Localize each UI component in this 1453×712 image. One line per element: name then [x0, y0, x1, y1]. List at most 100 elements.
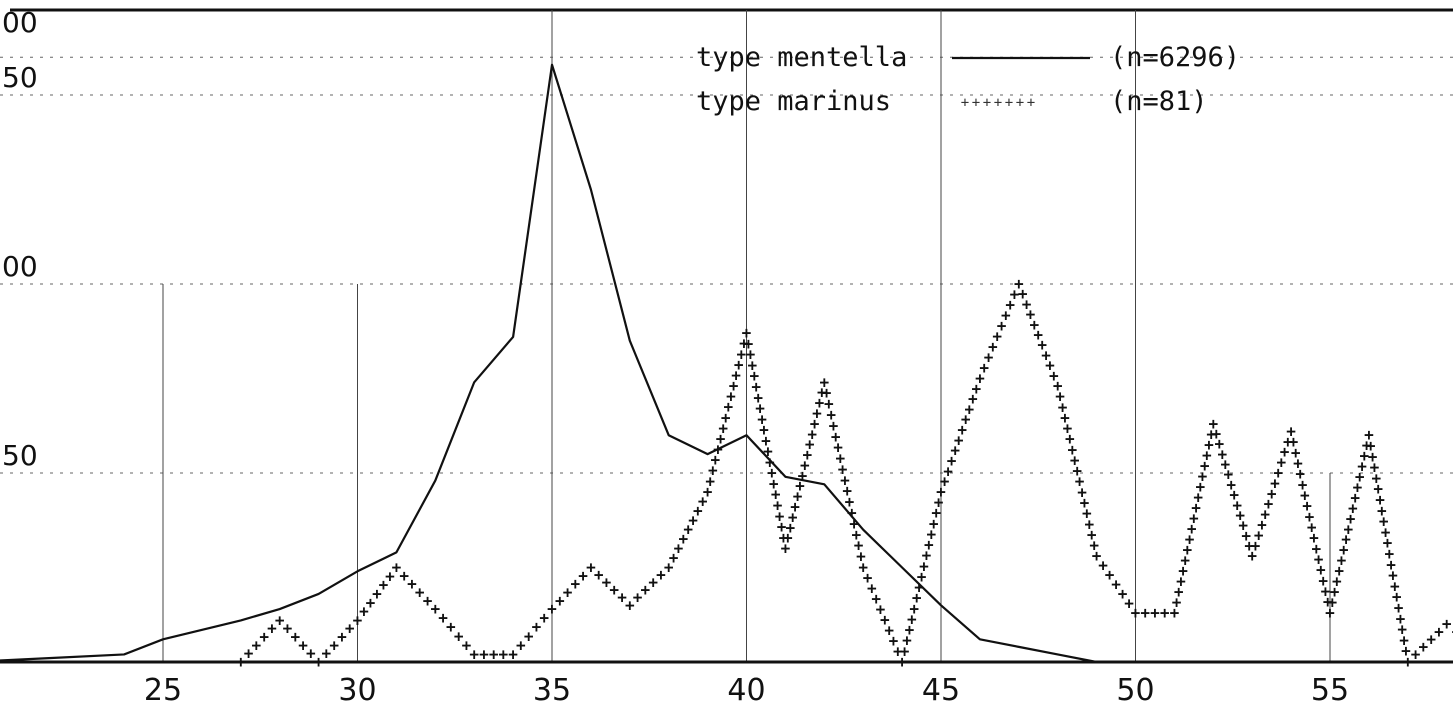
marinus-mark-29-5: +	[1373, 479, 1383, 498]
marinus-mark-13-17: +	[775, 506, 785, 525]
marinus-mark-0-1: +	[244, 644, 254, 663]
marinus-mark-14-5: +	[793, 487, 803, 506]
marinus-mark-21-7: +	[1070, 450, 1080, 469]
marinus-mark-29-6: +	[1375, 490, 1385, 509]
marinus-mark-7-2: +	[524, 626, 534, 645]
marinus-mark-4-3: +	[415, 582, 425, 601]
marinus-mark-4-1: +	[399, 566, 409, 585]
marinus-mark-28-13: +	[1355, 467, 1365, 486]
marinus-mark-12-14: +	[739, 334, 749, 353]
marinus-mark-2-4: +	[345, 619, 355, 638]
marinus-mark-28-2: +	[1330, 582, 1340, 601]
marinus-mark-17-5: +	[909, 599, 919, 618]
legend-sample-plus: + + + + + + +	[961, 95, 1035, 111]
marinus-mark-31-0: +	[1442, 614, 1452, 633]
marinus-mark-17-10: +	[922, 546, 932, 565]
x-tick-label-3: 35	[533, 673, 571, 708]
marinus-mark-24-0: +	[1170, 603, 1180, 622]
marinus-mark-20-5: +	[1033, 325, 1043, 344]
marinus-mark-15-4: +	[829, 416, 839, 435]
marinus-mark-14-14: +	[815, 393, 825, 412]
marinus-mark-12-2: +	[708, 461, 718, 480]
legend-plus-mark-3: +	[994, 95, 1002, 111]
marinus-mark-30-4: +	[1434, 622, 1444, 641]
marinus-mark-17-7: +	[914, 578, 924, 597]
marinus-mark-10-4: +	[656, 565, 666, 584]
marinus-mark-22-4: +	[1118, 584, 1128, 603]
marinus-mark-24-8: +	[1187, 519, 1197, 538]
marinus-mark-21-5: +	[1065, 429, 1075, 448]
marinus-mark-27-6: +	[1300, 485, 1310, 504]
marinus-mark-15-8: +	[838, 459, 848, 478]
marinus-mark-11-6: +	[693, 501, 703, 520]
marinus-mark-24-1: +	[1172, 592, 1182, 611]
y-tick-label-0: 50	[2, 439, 38, 472]
marinus-mark-1-3: +	[298, 635, 308, 654]
marinus-mark-20-4: +	[1030, 315, 1040, 334]
marinus-mark-18-7: +	[961, 410, 971, 429]
marinus-mark-15-13: +	[849, 514, 859, 533]
legend-label-0: type mentella	[696, 42, 907, 73]
marinus-mark-20-3: +	[1026, 305, 1036, 324]
marinus-mark-18-5: +	[954, 430, 964, 449]
marinus-mark-14-3: +	[788, 507, 798, 526]
legend-layer: type mentella (n=6296)type marinus + + + + + + +…	[696, 42, 1240, 117]
marinus-mark-15-16: +	[856, 547, 866, 566]
marinus-mark-27-4: +	[1295, 464, 1305, 483]
marinus-mark-14-15: +	[817, 383, 827, 402]
marinus-mark-16-8: +	[893, 642, 903, 661]
marinus-mark-3-3: +	[372, 584, 382, 603]
legend-plus-mark-4: +	[1005, 95, 1013, 111]
marinus-mark-14-2: +	[785, 518, 795, 537]
marinus-mark-22-0: +	[1092, 546, 1102, 565]
marinus-mark-12-5: +	[716, 429, 726, 448]
marinus-mark-7-4: +	[539, 608, 549, 627]
marinus-mark-14-6: +	[795, 476, 805, 495]
marinus-mark-22-3: +	[1111, 575, 1121, 594]
marinus-mark-8-1: +	[555, 591, 565, 610]
marinus-mark-6-2: +	[489, 644, 499, 663]
marinus-mark-20-1: +	[1018, 284, 1028, 303]
marinus-mark-28-12: +	[1353, 477, 1363, 496]
marinus-mark-16-0: +	[858, 558, 868, 577]
marinus-mark-19-6: +	[1001, 306, 1011, 325]
legend-count-0: (n=6296)	[1110, 42, 1240, 73]
marinus-mark-29-19: +	[1399, 630, 1409, 649]
marinus-mark-27-14: +	[1318, 571, 1328, 590]
marinus-mark-26-11: +	[1283, 432, 1293, 451]
marinus-mark-21-13: +	[1084, 514, 1094, 533]
marinus-mark-15-5: +	[831, 427, 841, 446]
marinus-mark-19-0: +	[975, 369, 985, 388]
marinus-mark-16-3: +	[871, 589, 881, 608]
marinus-mark-23-3: +	[1160, 603, 1170, 622]
marinus-mark-13-12: +	[765, 452, 775, 471]
marinus-mark-5-2: +	[446, 617, 456, 636]
marinus-mark-26-1: +	[1251, 536, 1261, 555]
marinus-mark-27-11: +	[1311, 539, 1321, 558]
series-layer: ++++++++++++++++++++++++++++++++ + + + +++++…	[0, 63, 1453, 671]
marinus-mark-21-10: +	[1077, 482, 1087, 501]
marinus-mark-13-3: +	[748, 355, 758, 374]
marinus-mark-26-3: +	[1257, 515, 1267, 534]
marinus-mark-27-13: +	[1316, 560, 1326, 579]
marinus-mark-28-0: +	[1325, 603, 1335, 622]
marinus-mark-25-12: +	[1244, 536, 1254, 555]
marinus-mark-5-3: +	[454, 626, 464, 645]
marinus-mark-14-0: +	[781, 539, 791, 558]
marinus-mark-3-4: +	[379, 575, 389, 594]
marinus-mark-7-1: +	[516, 635, 526, 654]
marinus-mark-24-10: +	[1191, 498, 1201, 517]
marinus-mark-18-9: +	[968, 389, 978, 408]
marinus-mark-2-2: +	[329, 635, 339, 654]
marinus-mark-24-11: +	[1193, 487, 1203, 506]
marinus-mark-15-11: +	[845, 492, 855, 511]
marinus-mark-25-0: +	[1208, 414, 1218, 433]
marinus-mark-13-1: +	[744, 334, 754, 353]
x-tick-label-4: 40	[727, 673, 765, 708]
marinus-mark-11-4: +	[683, 520, 693, 539]
marinus-mark-16-4: +	[876, 600, 886, 619]
grid-layer	[0, 10, 1453, 662]
marinus-mark-25-6: +	[1226, 475, 1236, 494]
marinus-mark-28-15: +	[1360, 446, 1370, 465]
